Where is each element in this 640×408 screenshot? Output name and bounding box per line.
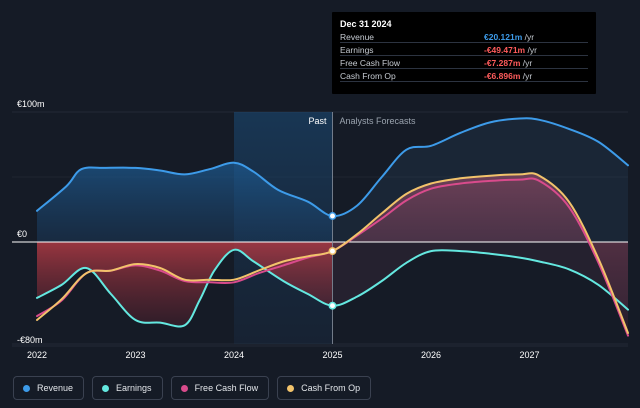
tooltip-divider — [340, 42, 588, 43]
x-tick-label: 2027 — [519, 350, 539, 360]
legend-cash-from-op[interactable]: Cash From Op — [277, 376, 372, 400]
tooltip-date: Dec 31 2024 — [340, 19, 392, 29]
current-markers — [328, 212, 337, 310]
x-tick-label: 2024 — [224, 350, 244, 360]
revenue-line — [36, 117, 629, 218]
tooltip-value: €20.121m /yr — [484, 32, 535, 42]
x-tick-label: 2026 — [421, 350, 441, 360]
tooltip-value: -€6.896m /yr — [484, 71, 533, 81]
legend-label: Earnings — [116, 383, 152, 393]
forecast-label: Analysts Forecasts — [340, 116, 417, 126]
series-areas — [37, 118, 628, 333]
revenue-marker — [328, 212, 337, 220]
tooltip-label: Revenue — [340, 32, 375, 42]
legend-revenue[interactable]: Revenue — [13, 376, 85, 400]
earnings-forecast-area — [332, 242, 628, 310]
y-axis-ticks: €100m €0 -€80m — [17, 99, 45, 345]
legend-label: Cash From Op — [301, 383, 361, 393]
tooltip-divider — [340, 81, 588, 82]
chart-legend: Revenue Earnings Free Cash Flow Cash Fro… — [13, 376, 372, 400]
x-tick-label: 2023 — [125, 350, 145, 360]
tooltip-divider — [340, 68, 588, 69]
legend-dot-icon — [180, 384, 188, 392]
earnings-marker — [328, 301, 337, 310]
y-tick-label: €100m — [17, 99, 45, 109]
tooltip-row-earnings: Earnings -€49.471m /yr — [340, 45, 588, 58]
legend-free-cash-flow[interactable]: Free Cash Flow — [170, 376, 270, 400]
earnings-line — [36, 248, 629, 328]
y-tick-label: -€80m — [17, 335, 43, 345]
earnings-area — [37, 242, 332, 327]
x-axis-ticks: 2022 2023 2024 2025 2026 2027 — [27, 350, 540, 360]
cash-from-op-marker — [328, 247, 337, 256]
cash-from-op-line — [36, 172, 629, 334]
tooltip-row-free-cash-flow: Free Cash Flow -€7.287m /yr — [340, 58, 588, 71]
legend-label: Free Cash Flow — [194, 383, 259, 393]
tooltip-value: -€7.287m /yr — [484, 58, 533, 68]
revenue-area — [37, 162, 332, 242]
tooltip-value: -€49.471m /yr — [484, 45, 537, 55]
legend-dot-icon — [102, 384, 110, 392]
series-lines — [36, 117, 629, 337]
tooltip-divider — [340, 55, 588, 56]
past-label: Past — [308, 116, 327, 126]
tooltip-row-cash-from-op: Cash From Op -€6.896m /yr — [340, 71, 588, 84]
x-tick-label: 2025 — [322, 350, 342, 360]
tooltip-label: Free Cash Flow — [340, 58, 400, 68]
legend-dot-icon — [23, 384, 30, 392]
x-tick-label: 2022 — [27, 350, 47, 360]
data-tooltip: Dec 31 2024 Revenue €20.121m /yr Earning… — [332, 12, 596, 94]
tooltip-label: Earnings — [340, 45, 374, 55]
y-tick-label: €0 — [17, 229, 27, 239]
cash-flow-forecast-area — [332, 173, 628, 333]
tooltip-label: Cash From Op — [340, 71, 396, 81]
legend-dot-icon — [287, 384, 295, 392]
legend-label: Revenue — [37, 383, 74, 393]
tooltip-row-revenue: Revenue €20.121m /yr — [340, 32, 588, 45]
legend-earnings[interactable]: Earnings — [92, 376, 163, 400]
